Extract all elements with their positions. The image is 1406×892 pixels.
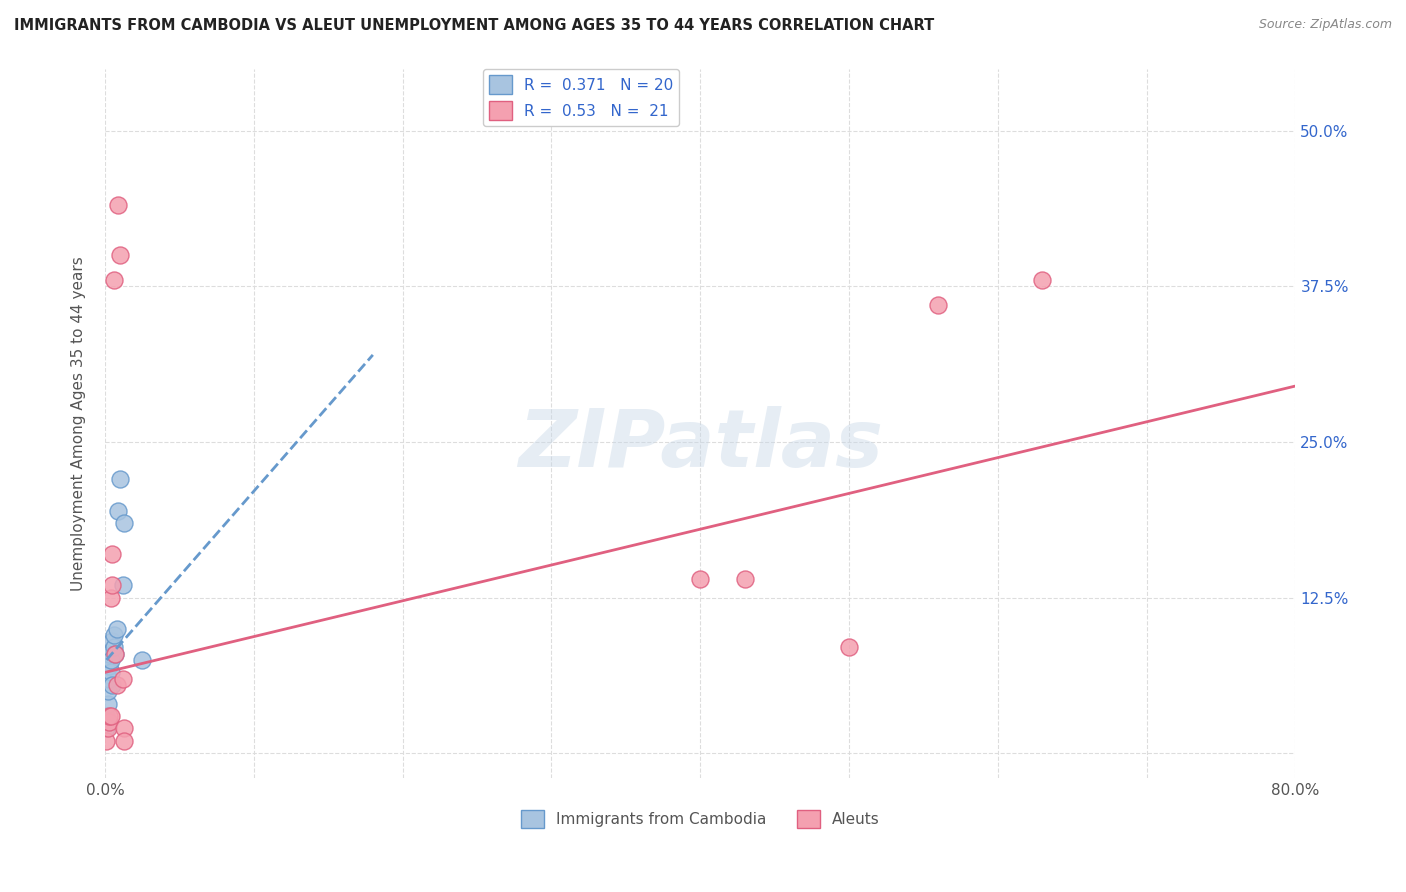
Point — [97, 697, 120, 711]
Point — [112, 734, 135, 748]
Point — [98, 672, 121, 686]
Point — [734, 572, 756, 586]
Point — [107, 503, 129, 517]
Point — [96, 734, 118, 748]
Point — [108, 248, 131, 262]
Point — [111, 672, 134, 686]
Point — [100, 709, 122, 723]
Point — [927, 298, 949, 312]
Point — [100, 591, 122, 605]
Text: ZIPatlas: ZIPatlas — [517, 406, 883, 483]
Point — [689, 572, 711, 586]
Point — [105, 622, 128, 636]
Point — [101, 578, 124, 592]
Point — [98, 659, 121, 673]
Point — [105, 678, 128, 692]
Legend: Immigrants from Cambodia, Aleuts: Immigrants from Cambodia, Aleuts — [515, 804, 886, 834]
Point — [1031, 273, 1053, 287]
Point — [107, 198, 129, 212]
Point — [96, 722, 118, 736]
Point — [112, 516, 135, 530]
Point — [103, 273, 125, 287]
Point — [101, 547, 124, 561]
Point — [131, 653, 153, 667]
Point — [103, 640, 125, 655]
Point — [96, 709, 118, 723]
Point — [98, 647, 121, 661]
Point — [100, 665, 122, 680]
Point — [104, 647, 127, 661]
Text: IMMIGRANTS FROM CAMBODIA VS ALEUT UNEMPLOYMENT AMONG AGES 35 TO 44 YEARS CORRELA: IMMIGRANTS FROM CAMBODIA VS ALEUT UNEMPL… — [14, 18, 935, 33]
Point — [112, 722, 135, 736]
Point — [103, 628, 125, 642]
Point — [97, 722, 120, 736]
Point — [108, 472, 131, 486]
Point — [104, 647, 127, 661]
Point — [97, 684, 120, 698]
Point — [838, 640, 860, 655]
Point — [111, 578, 134, 592]
Point — [100, 653, 122, 667]
Point — [98, 709, 121, 723]
Point — [98, 715, 121, 730]
Y-axis label: Unemployment Among Ages 35 to 44 years: Unemployment Among Ages 35 to 44 years — [72, 256, 86, 591]
Point — [101, 634, 124, 648]
Text: Source: ZipAtlas.com: Source: ZipAtlas.com — [1258, 18, 1392, 31]
Point — [101, 678, 124, 692]
